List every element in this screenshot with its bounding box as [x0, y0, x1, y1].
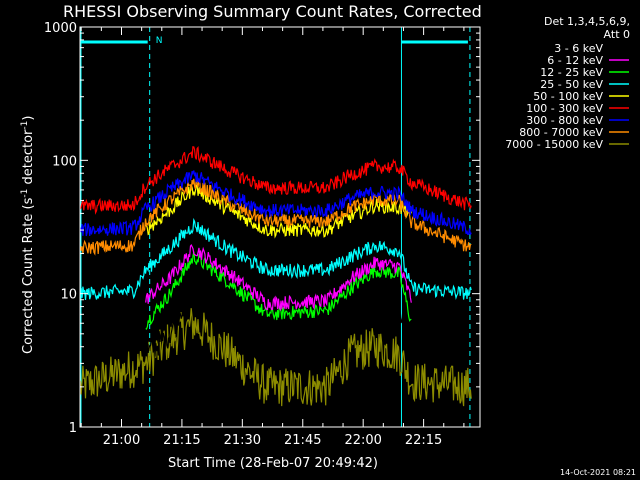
y-axis: 1 10 100 1000 [44, 21, 480, 436]
footer-timestamp: 14-Oct-2021 08:21 [560, 468, 636, 477]
y-axis-label-sup-1: -1 [20, 189, 30, 198]
x-tick-label: 21:15 [163, 433, 200, 448]
legend-entry-label: 3 - 6 keV [554, 42, 603, 55]
x-tick-label: 21:00 [103, 433, 140, 448]
x-tick-label: 21:30 [224, 433, 261, 448]
y-tick-label: 1000 [44, 21, 77, 36]
series-line-6 [80, 170, 472, 237]
series-line-4 [145, 184, 412, 239]
y-axis-label-mid: detector [21, 129, 36, 189]
series-line-2 [145, 251, 412, 330]
x-tick-label: 22:00 [344, 433, 381, 448]
series-line-5 [80, 145, 472, 215]
legend-entry-label: 12 - 25 keV [540, 66, 603, 79]
series-line-7 [80, 177, 472, 256]
legend-entry-label: 800 - 7000 keV [519, 126, 603, 139]
y-axis-label-end: ) [21, 116, 36, 121]
x-axis: 21:00 21:15 21:30 21:45 22:00 22:15 [80, 27, 465, 448]
y-axis-label-sup-2: -1 [20, 121, 30, 130]
series-line-3 [80, 217, 472, 301]
y-axis-label-main: Corrected Count Rate (s [21, 197, 36, 354]
legend-header-2: Att 0 [604, 28, 630, 41]
legend-entry-label: 50 - 100 keV [533, 90, 603, 103]
attenuator-marker-label: N [156, 36, 163, 46]
y-tick-label: 1 [69, 421, 77, 436]
x-tick-label: 21:45 [284, 433, 321, 448]
legend-entry-label: 100 - 300 keV [526, 102, 603, 115]
series-layer [80, 145, 472, 407]
x-axis-label: Start Time (28-Feb-07 20:49:42) [168, 456, 378, 471]
y-axis-label: Corrected Count Rate (s-1 detector-1) [20, 116, 36, 354]
legend-header-1: Det 1,3,4,5,6,9, [544, 15, 630, 28]
series-line-0 [145, 270, 412, 370]
legend-entry-label: 6 - 12 keV [547, 54, 603, 67]
y-tick-label: 10 [60, 288, 77, 303]
series-line-8 [80, 308, 472, 407]
chart-title: RHESSI Observing Summary Count Rates, Co… [63, 2, 482, 21]
legend-entry-label: 25 - 50 keV [540, 78, 603, 91]
legend-entry-label: 7000 - 15000 keV [505, 138, 603, 151]
plot-frame [79, 26, 481, 428]
legend-entry-label: 300 - 800 keV [526, 114, 603, 127]
series-line-1 [145, 244, 412, 312]
y-tick-label: 100 [52, 154, 77, 169]
x-tick-label: 22:15 [405, 433, 442, 448]
